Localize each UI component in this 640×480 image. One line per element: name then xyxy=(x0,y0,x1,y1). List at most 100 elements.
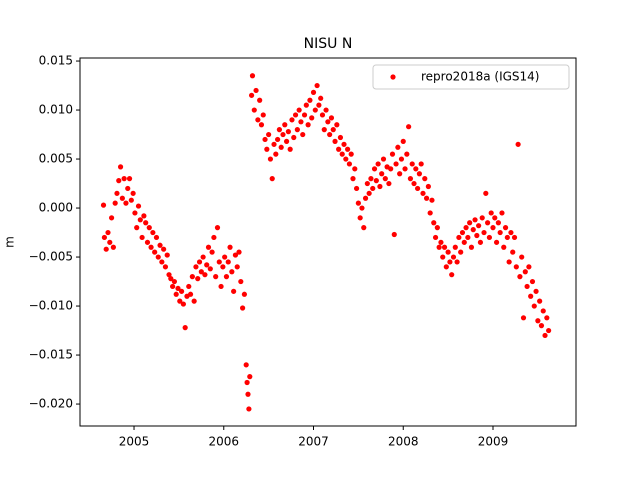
data-point xyxy=(178,288,185,294)
data-point xyxy=(152,249,158,255)
data-point xyxy=(495,220,501,226)
data-point xyxy=(243,362,249,368)
data-point xyxy=(373,178,379,184)
data-point xyxy=(483,190,489,196)
data-point xyxy=(361,225,367,231)
data-point xyxy=(205,244,212,250)
data-point xyxy=(445,249,451,255)
data-point xyxy=(130,190,136,196)
data-point xyxy=(427,210,433,216)
data-point xyxy=(249,73,256,79)
data-point xyxy=(303,102,309,108)
data-point xyxy=(400,138,406,145)
data-point xyxy=(380,156,387,162)
data-point xyxy=(502,225,509,231)
data-point xyxy=(198,269,204,275)
data-point xyxy=(105,229,111,236)
data-point xyxy=(258,122,265,128)
data-point xyxy=(336,146,342,152)
data-point xyxy=(472,217,478,223)
data-point xyxy=(164,252,170,258)
data-point xyxy=(431,220,437,226)
data-point xyxy=(474,232,480,239)
data-point xyxy=(488,210,494,216)
data-point xyxy=(143,220,149,226)
data-point xyxy=(330,127,336,133)
data-point xyxy=(189,274,195,280)
data-point xyxy=(218,283,224,290)
data-point xyxy=(170,283,176,290)
data-point xyxy=(529,278,536,285)
data-point xyxy=(153,234,160,241)
data-point xyxy=(116,178,122,184)
y-tick-label: −0.005 xyxy=(29,250,73,264)
data-point xyxy=(515,141,521,147)
data-point xyxy=(544,315,550,321)
legend: repro2018a (IGS14) xyxy=(372,64,570,90)
data-point xyxy=(341,141,347,147)
data-point xyxy=(327,131,333,138)
data-point xyxy=(382,176,388,182)
data-point xyxy=(244,379,250,386)
data-point xyxy=(524,283,530,290)
data-point xyxy=(264,146,270,152)
data-point xyxy=(146,225,152,231)
data-point xyxy=(186,283,192,290)
data-point xyxy=(492,215,498,221)
data-point xyxy=(542,332,548,339)
data-point xyxy=(323,107,329,113)
data-point xyxy=(271,141,277,147)
y-tick-label: −0.010 xyxy=(29,299,73,313)
data-point xyxy=(364,180,370,187)
y-tick-label: 0.005 xyxy=(39,152,73,166)
data-point xyxy=(366,190,372,196)
data-point xyxy=(229,269,235,275)
data-point xyxy=(493,239,500,245)
chart-title: NISU N xyxy=(304,36,353,52)
data-point xyxy=(309,115,315,121)
data-point xyxy=(117,164,124,170)
data-point xyxy=(337,134,344,141)
data-point xyxy=(438,239,444,245)
x-tick-label: 2007 xyxy=(298,435,329,449)
data-point xyxy=(386,180,392,187)
data-point xyxy=(196,259,203,265)
data-point xyxy=(253,87,259,94)
data-point xyxy=(389,151,396,157)
data-point xyxy=(276,127,283,133)
data-point xyxy=(506,259,512,265)
data-point xyxy=(409,161,415,167)
data-point xyxy=(200,254,206,260)
data-point xyxy=(517,274,523,280)
data-point xyxy=(404,151,410,157)
data-point xyxy=(420,190,426,196)
data-point xyxy=(246,406,252,412)
data-point xyxy=(485,220,491,226)
data-point xyxy=(450,254,457,260)
data-point xyxy=(362,195,369,201)
legend-box xyxy=(372,64,570,90)
data-point xyxy=(406,124,412,130)
data-point xyxy=(168,276,174,282)
data-point xyxy=(441,244,448,250)
data-point xyxy=(211,234,217,241)
data-point xyxy=(209,249,215,255)
data-point xyxy=(155,254,161,260)
data-point xyxy=(368,176,374,182)
data-point xyxy=(292,112,299,118)
data-point xyxy=(222,254,228,260)
data-point xyxy=(273,151,279,157)
data-point xyxy=(461,239,467,245)
data-point xyxy=(213,274,219,280)
data-point xyxy=(345,146,351,152)
data-point xyxy=(225,259,231,265)
data-point xyxy=(499,210,505,216)
data-point xyxy=(519,254,525,260)
data-point xyxy=(187,291,194,297)
data-point xyxy=(510,249,516,255)
data-point xyxy=(511,234,518,241)
data-point xyxy=(227,244,233,250)
data-point xyxy=(216,259,222,265)
data-point xyxy=(126,176,133,182)
data-point xyxy=(348,151,354,157)
